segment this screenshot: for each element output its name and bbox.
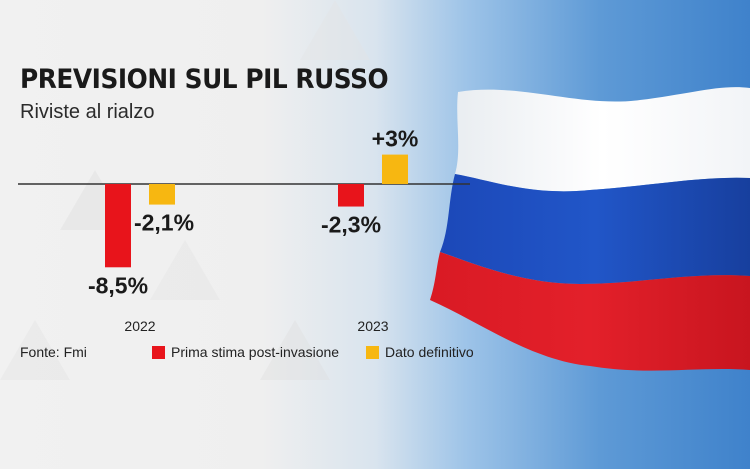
x-tick-label-2022: 2022	[124, 318, 155, 334]
legend-swatch-definitivo	[366, 346, 379, 359]
bar-2022-definitivo	[149, 184, 175, 205]
bar-2023-prima	[338, 184, 364, 207]
legend-label-definitivo: Dato definitivo	[385, 344, 474, 360]
legend-label-prima: Prima stima post-invasione	[171, 344, 340, 360]
bar-2023-definitivo	[382, 154, 408, 184]
data-label-2022-prima: -8,5%	[88, 272, 148, 298]
chart-subtitle: Riviste al rialzo	[20, 101, 155, 123]
x-tick-label-2023: 2023	[357, 318, 388, 334]
data-label-2023-prima: -2,3%	[321, 212, 381, 238]
source-note: Fonte: Fmi	[20, 344, 87, 360]
legend-swatch-prima	[152, 346, 165, 359]
data-label-2022-definitivo: -2,1%	[134, 210, 194, 236]
data-label-2023-definitivo: +3%	[372, 126, 419, 152]
bar-2022-prima	[105, 184, 131, 268]
chart-title: PREVISIONI SUL PIL RUSSO	[20, 64, 389, 95]
